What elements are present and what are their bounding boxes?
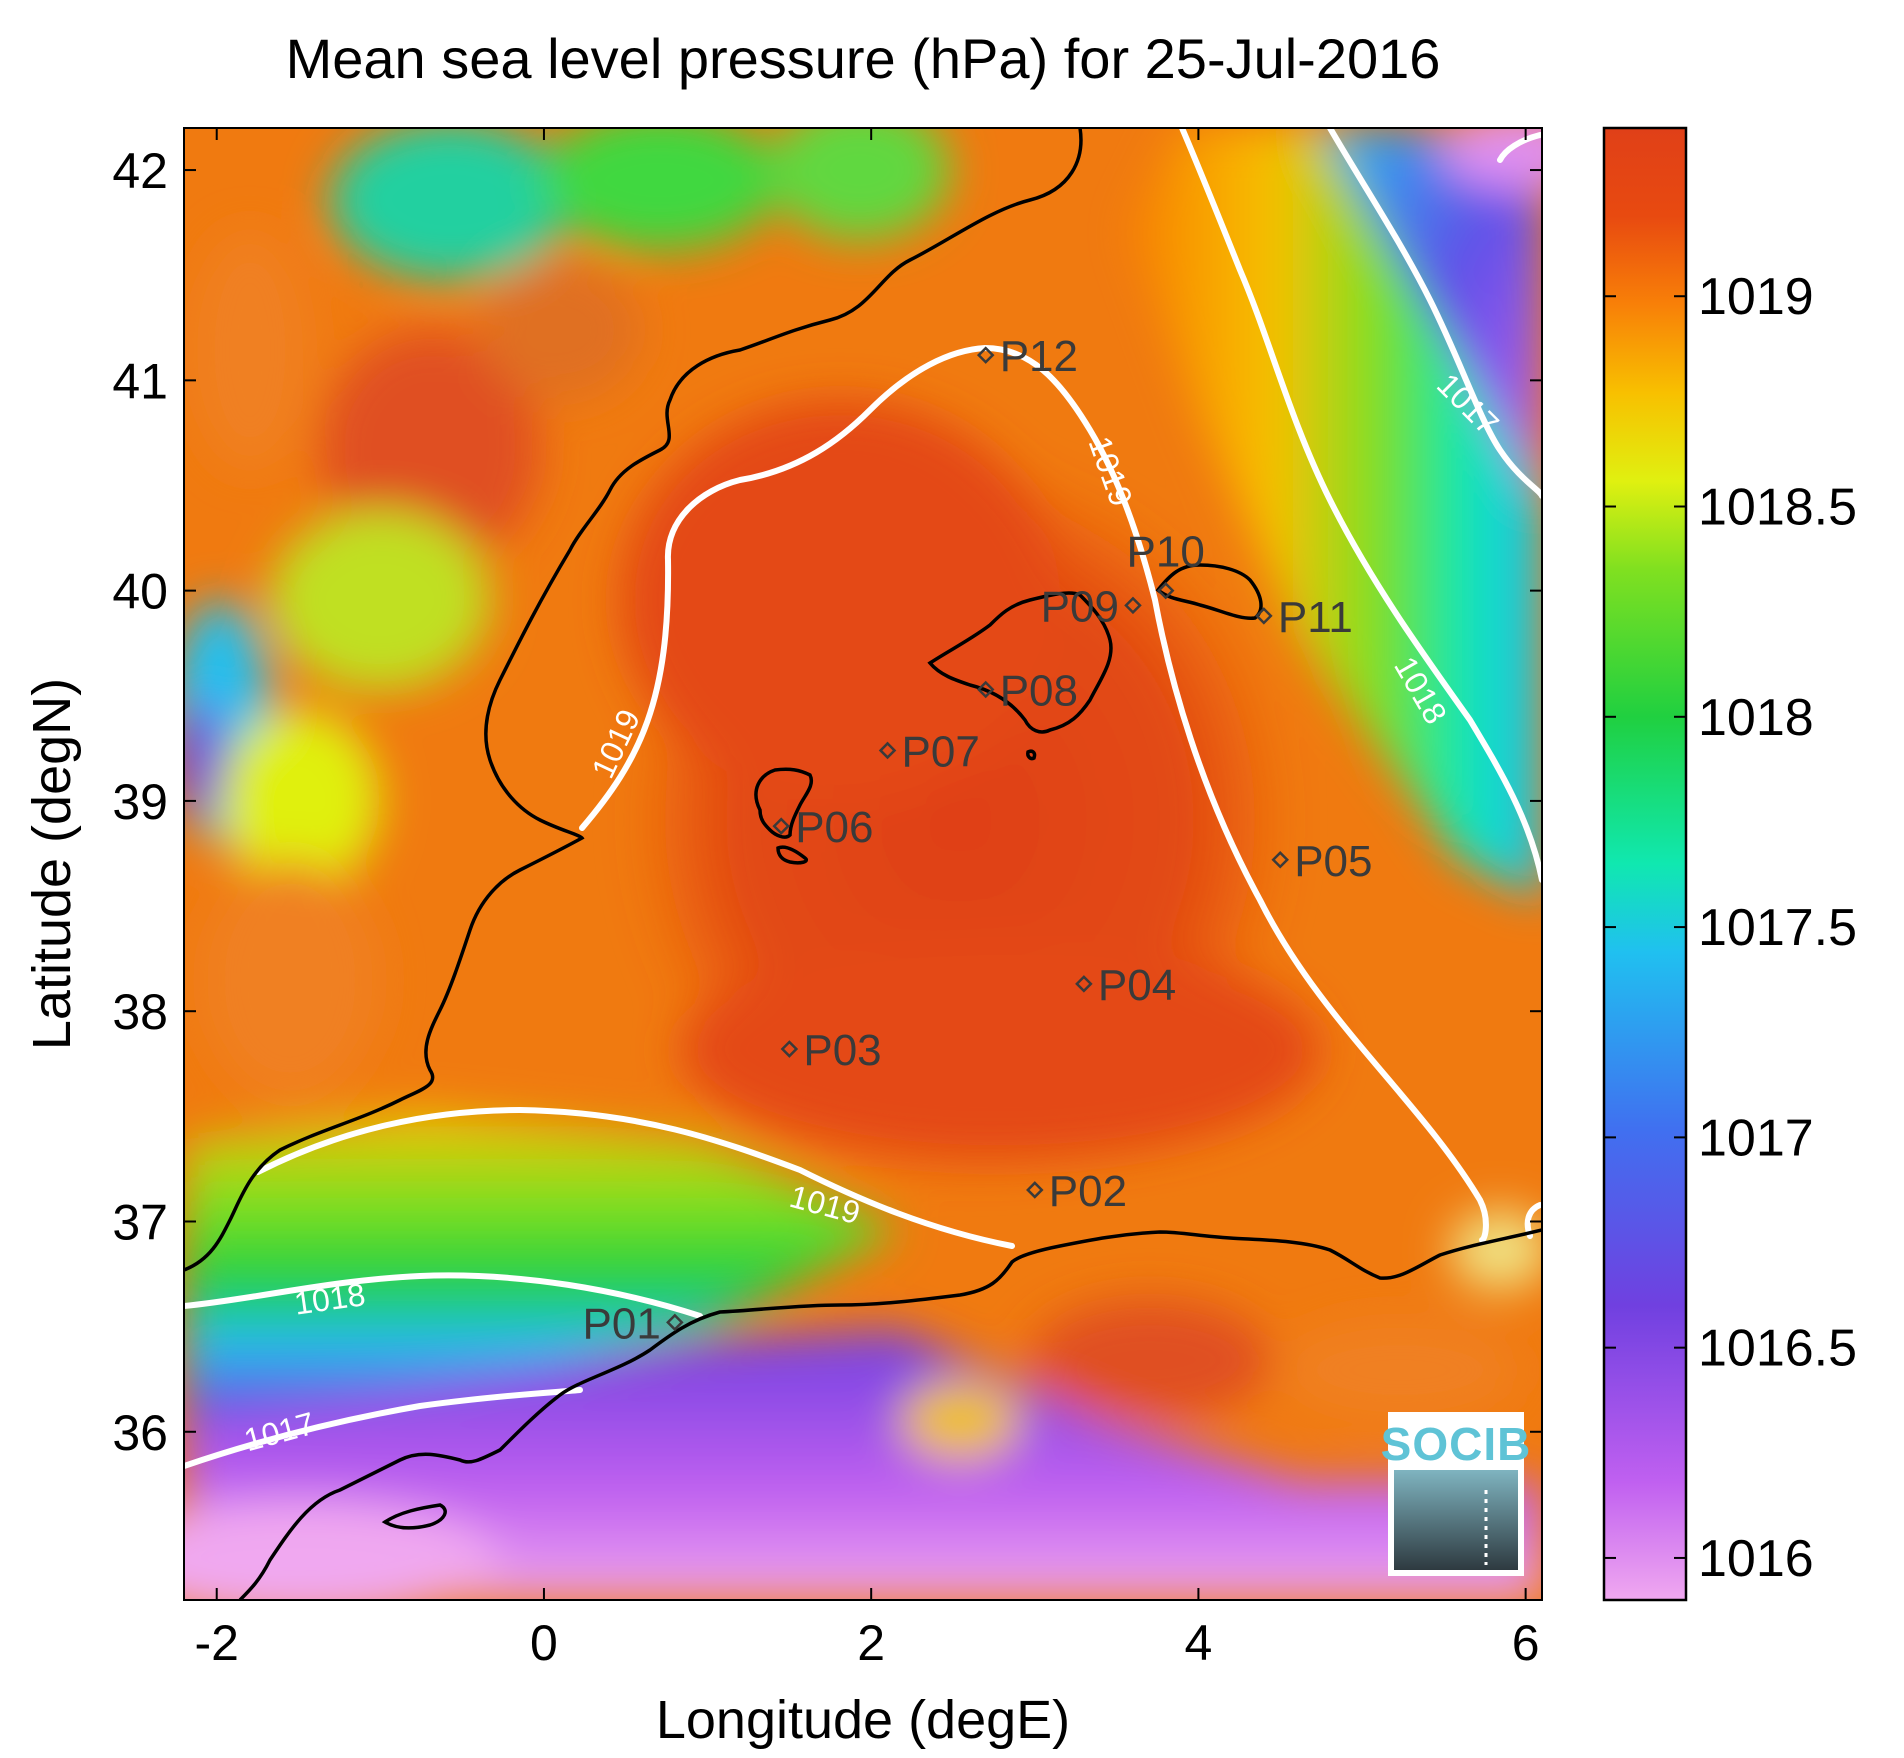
station-label: P02 [1049, 1167, 1127, 1216]
y-axis-ticks: 36 37 38 39 40 41 42 [112, 143, 1542, 1461]
x-tick-label: 0 [530, 1615, 558, 1671]
station-marker [666, 1313, 684, 1332]
y-tick-label: 38 [112, 984, 168, 1040]
station-label: P09 [1041, 582, 1119, 631]
y-tick-label: 37 [112, 1194, 168, 1250]
station-marker [1124, 596, 1142, 615]
colorbar-tick-label: 1016 [1698, 1530, 1814, 1588]
map-frame [183, 127, 1543, 1601]
station-marker [1156, 581, 1175, 600]
station-label: P06 [795, 803, 873, 852]
colorbar-tick-label: 1019 [1698, 268, 1814, 326]
station-marker [1026, 1181, 1044, 1199]
station-label: P01 [583, 1299, 661, 1348]
station-marker [976, 346, 995, 364]
station-label: P03 [803, 1026, 881, 1075]
station-marker [1075, 975, 1093, 993]
coastline [184, 128, 1542, 1600]
station-label: P07 [902, 727, 980, 776]
x-tick-label: 6 [1512, 1615, 1540, 1671]
x-tick-label: -2 [194, 1615, 238, 1671]
colorbar-tick-label: 1018 [1698, 689, 1814, 747]
colorbar-tick-label: 1018.5 [1698, 479, 1857, 537]
station-label: P05 [1294, 837, 1372, 886]
colorbar: 1016 1016.5 1017 1017.5 1018 1018.5 1019 [1602, 126, 1857, 1602]
station-marker [1271, 851, 1289, 869]
y-tick-label: 41 [112, 353, 168, 409]
socib-logo-text: SOCIB [1381, 1418, 1532, 1470]
station-marker [1255, 607, 1273, 625]
station-marker [878, 741, 897, 760]
colorbar-tick-label: 1017.5 [1698, 899, 1857, 957]
station-label: P08 [1000, 666, 1078, 715]
station-label: P12 [1000, 332, 1078, 381]
chart-title: Mean sea level pressure (hPa) for 25-Jul… [286, 27, 1441, 90]
x-axis-label: Longitude (degE) [656, 1690, 1070, 1750]
station-marker [780, 1040, 799, 1058]
y-tick-label: 40 [112, 564, 168, 620]
socib-logo: SOCIB [1381, 1412, 1532, 1576]
colorbar-ticks: 1016 1016.5 1017 1017.5 1018 1018.5 1019 [1604, 268, 1857, 1588]
y-tick-label: 39 [112, 774, 168, 830]
station-label: P04 [1098, 961, 1176, 1010]
station-label: P11 [1278, 593, 1353, 642]
colorbar-tick-label: 1017 [1698, 1109, 1814, 1167]
x-tick-label: 2 [857, 1615, 885, 1671]
x-tick-label: 4 [1185, 1615, 1213, 1671]
station-marker [976, 680, 995, 699]
contour-lines [184, 128, 1542, 1469]
y-tick-label: 36 [112, 1405, 168, 1461]
y-axis-label: Latitude (degN) [22, 678, 82, 1050]
station-marker [772, 817, 790, 835]
colorbar-tick-label: 1016.5 [1698, 1320, 1857, 1378]
station-label: P10 [1127, 528, 1205, 577]
x-axis-ticks: -2 0 2 4 6 [194, 128, 1540, 1671]
y-tick-label: 42 [112, 143, 168, 199]
